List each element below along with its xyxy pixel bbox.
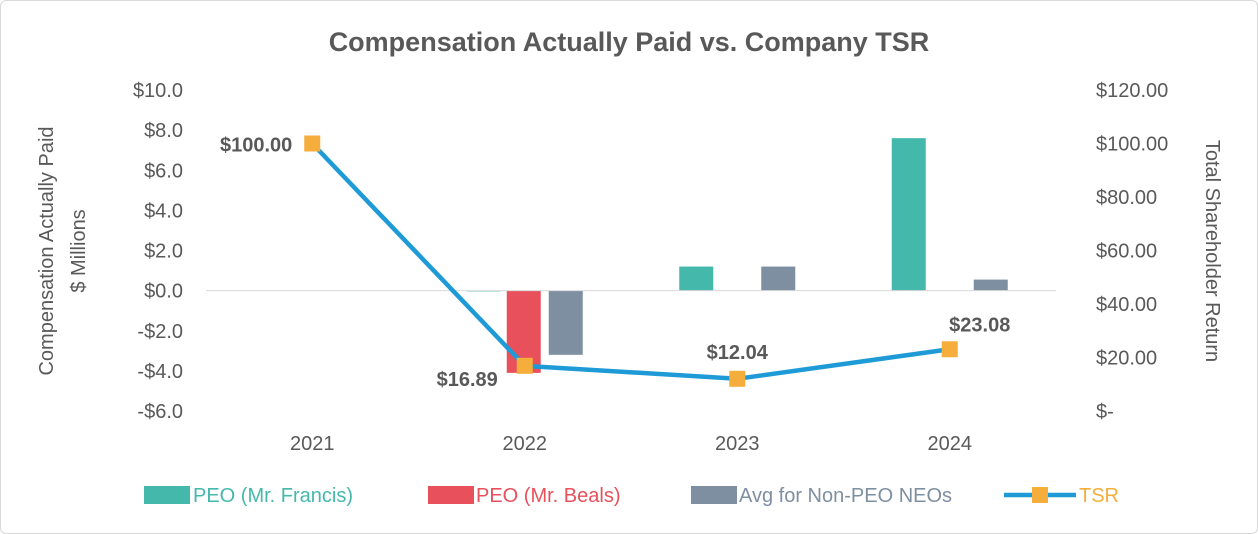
tsr-marker-2024 <box>941 341 958 358</box>
right-tick-label: $- <box>1096 401 1114 423</box>
legend-label-peo-mr-francis: PEO (Mr. Francis) <box>193 485 353 507</box>
tsr-data-label-2023: $12.04 <box>707 342 769 364</box>
legend-swatch-marker-tsr <box>1032 487 1048 503</box>
left-tick-label: $8.0 <box>144 120 183 142</box>
left-tick-label: -$4.0 <box>137 361 183 383</box>
right-tick-label: $120.00 <box>1096 80 1168 102</box>
tsr-data-label-2022: $16.89 <box>437 369 498 391</box>
legend-swatch-peo-mr-beals <box>428 486 474 504</box>
tsr-data-label-2021: $100.00 <box>220 135 292 157</box>
right-tick-label: $20.00 <box>1096 348 1157 370</box>
tsr-data-label-2024: $23.08 <box>949 314 1010 336</box>
right-axis-title: Total Shareholder Return <box>1201 140 1223 362</box>
left-tick-label: -$6.0 <box>137 401 183 423</box>
left-tick-label: $4.0 <box>144 200 183 222</box>
left-axis-title-line1: Compensation Actually Paid <box>36 126 58 375</box>
left-axis-title-line2: $ Millions <box>68 209 90 292</box>
category-label-2021: 2021 <box>290 433 335 455</box>
category-label-2024: 2024 <box>928 433 973 455</box>
left-tick-label: $6.0 <box>144 160 183 182</box>
right-tick-label: $100.00 <box>1096 134 1168 156</box>
left-axis-ticks: $10.0 $8.0 $6.0 $4.0 $2.0 $0.0 -$2.0 -$4.0 -$6.0 <box>133 80 183 423</box>
tsr-marker-2021 <box>304 135 321 152</box>
category-labels: 2021 2022 2023 2024 <box>290 433 972 455</box>
bar-marks <box>466 138 1008 373</box>
legend-label-peo-mr-beals: PEO (Mr. Beals) <box>476 485 620 507</box>
legend-swatch-avg-for-non-peo-neos <box>691 486 737 504</box>
bar-peo-mr-francis-2023 <box>679 266 714 291</box>
left-tick-label: $2.0 <box>144 241 183 263</box>
tsr-line-group: $100.00 $16.89 $12.04 $23.08 <box>220 135 1010 391</box>
bar-avg-for-non-peo-neos-2023 <box>761 266 796 291</box>
tsr-marker-2023 <box>729 370 746 387</box>
legend-swatch-peo-mr-francis <box>144 486 190 504</box>
tsr-line <box>310 141 951 382</box>
tsr-marker-2022 <box>516 357 533 374</box>
category-label-2023: 2023 <box>715 433 760 455</box>
category-label-2022: 2022 <box>503 433 548 455</box>
legend-label-tsr: TSR <box>1079 485 1119 507</box>
left-tick-label: $0.0 <box>144 281 183 303</box>
bar-peo-mr-francis-2024 <box>891 138 926 291</box>
right-axis-ticks: $120.00 $100.00 $80.00 $60.00 $40.00 $20.00 $- <box>1096 80 1168 423</box>
bar-avg-for-non-peo-neos-2024 <box>973 279 1008 291</box>
chart-title: Compensation Actually Paid vs. Company T… <box>329 27 930 57</box>
left-tick-label: $10.0 <box>133 80 183 102</box>
left-tick-label: -$2.0 <box>137 321 183 343</box>
right-tick-label: $60.00 <box>1096 241 1157 263</box>
bar-avg-for-non-peo-neos-2022 <box>548 290 583 355</box>
right-tick-label: $80.00 <box>1096 187 1157 209</box>
legend-label-avg-for-non-peo-neos: Avg for Non-PEO NEOs <box>739 485 952 507</box>
legend: PEO (Mr. Francis) PEO (Mr. Beals) Avg for … <box>144 485 1119 507</box>
right-tick-label: $40.00 <box>1096 294 1157 316</box>
